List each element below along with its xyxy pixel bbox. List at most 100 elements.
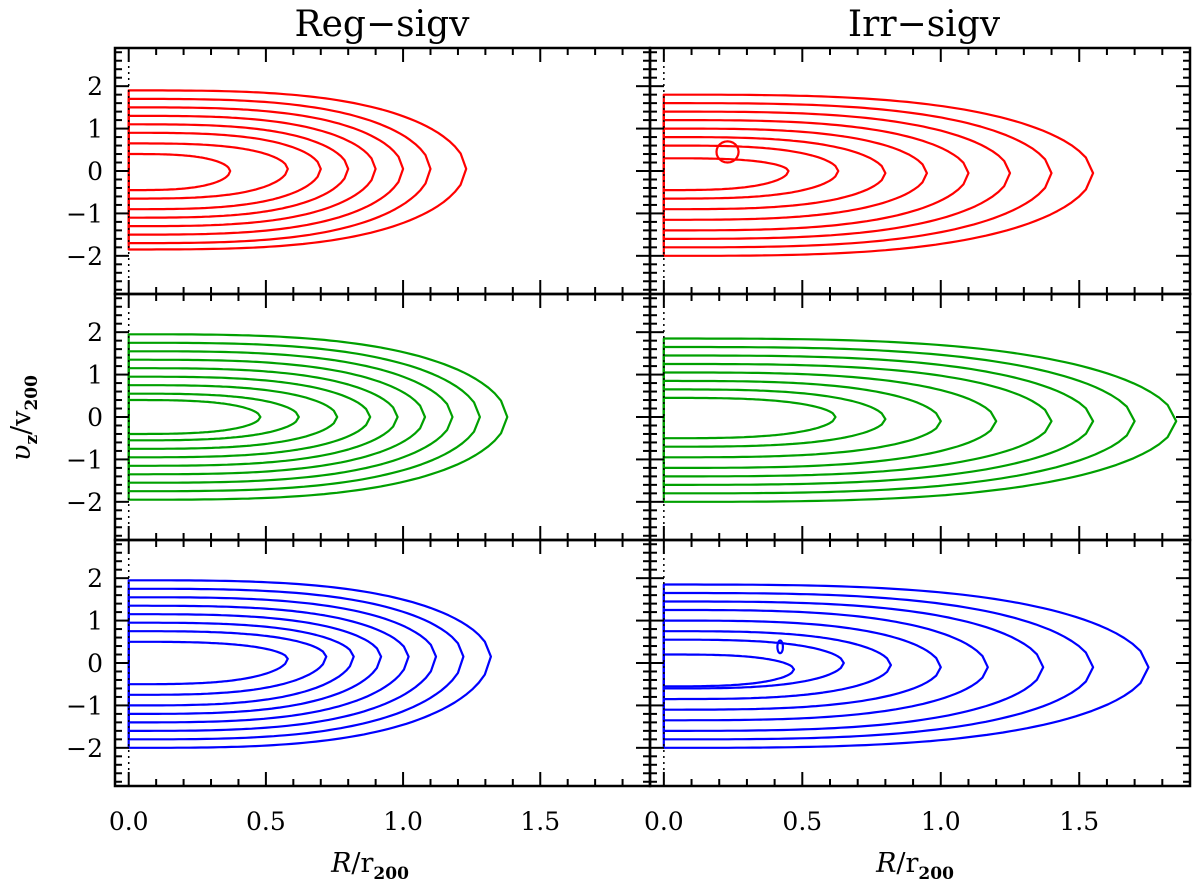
y-tick-label: −2 (66, 734, 103, 763)
contour-level-3 (127, 358, 427, 476)
y-axis-label-main-sub: z (22, 435, 42, 445)
x-tick-label: 1.0 (383, 807, 423, 836)
y-tick-label: −2 (66, 242, 103, 271)
contour-level-4 (662, 371, 998, 469)
y-tick-label: −1 (66, 199, 103, 228)
y-axis-label-main: υ (6, 445, 37, 461)
contour-level-6 (127, 142, 289, 200)
contour-level-3 (662, 362, 1053, 478)
y-tick-label: 1 (87, 115, 103, 144)
column-title-irr-sigv: Irr−sigv (848, 4, 1001, 45)
contour-level-8 (715, 140, 740, 164)
contour-level-1 (662, 345, 1136, 495)
x-axis-label-right: R/r200 (875, 848, 954, 884)
contour-level-4 (662, 619, 942, 711)
panel-frame (648, 46, 1192, 296)
x-tick-label: 0.0 (644, 807, 684, 836)
panel-frame (648, 292, 1192, 542)
contour-level-5 (127, 621, 355, 707)
y-tick-label: 2 (87, 72, 103, 101)
contour-level-7 (127, 152, 232, 192)
panel-r2-c0: 2 1 0 −1 −2 0.0 0.5 1.0 1.5 (66, 538, 652, 836)
contour-level-8 (776, 639, 784, 655)
panel-r0-c1 (648, 46, 1192, 296)
contour-level-0 (662, 93, 1095, 257)
y-tick-label: 2 (87, 318, 103, 347)
x-axis-label-sub: 200 (918, 864, 954, 884)
contour-level-5 (662, 630, 892, 701)
contour-level-8 (127, 398, 262, 436)
panel-r2-c1: 0.0 0.5 1.0 1.5 (644, 538, 1192, 836)
y-tick-label: 1 (87, 607, 103, 636)
column-title-reg-sigv: Reg−sigv (295, 4, 471, 45)
y-tick-label: 0 (87, 403, 103, 432)
contour-level-0 (127, 333, 509, 501)
contour-level-4 (127, 123, 350, 219)
x-tick-label: 1.5 (520, 807, 560, 836)
y-tick-label: 2 (87, 564, 103, 593)
contour-level-4 (662, 127, 928, 221)
contour-level-2 (127, 106, 405, 236)
y-tick-label: −2 (66, 488, 103, 517)
contour-level-7 (127, 392, 300, 442)
contour-level-2 (127, 350, 454, 484)
y-tick-label: 0 (87, 649, 103, 678)
contour-level-1 (127, 587, 465, 741)
panel-r1-c0: 2 1 0 −1 −2 (66, 292, 652, 542)
contour-level-2 (662, 110, 1012, 240)
contour-level-0 (662, 337, 1178, 503)
contour-level-5 (127, 131, 322, 211)
panel-frame (648, 538, 1192, 788)
x-axis-label-sep: /r (351, 848, 373, 879)
x-tick-label: 1.0 (921, 807, 961, 836)
y-axis-label-sub: 200 (22, 375, 42, 411)
y-tick-label: 0 (87, 157, 103, 186)
contour-level-7 (662, 157, 790, 192)
x-axis-label-main: R (330, 848, 351, 879)
y-tick-label: 1 (87, 361, 103, 390)
contour-level-3 (127, 114, 377, 228)
contour-level-6 (662, 388, 887, 448)
panel-r0-c0: 2 1 0 −1 −2 (66, 46, 652, 296)
contour-level-6 (662, 638, 845, 690)
y-tick-label: −1 (66, 445, 103, 474)
contour-level-3 (662, 119, 970, 232)
contour-level-3 (127, 604, 410, 724)
panels-group: 2 1 0 −1 −2 2 1 0 −1 −2 2 1 0 −1 −2 0.0 0.5 1.0 1.5 0.0 0.5 1… (66, 46, 1192, 836)
x-tick-label: 0.5 (246, 807, 286, 836)
x-tick-label: 0.0 (109, 807, 149, 836)
contour-level-3 (662, 608, 989, 722)
y-axis-label-sep: /v (6, 410, 37, 435)
contour-level-0 (127, 89, 468, 251)
contour-level-2 (127, 596, 438, 732)
contour-level-1 (662, 591, 1095, 741)
contour-level-5 (662, 136, 887, 211)
y-tick-label: −1 (66, 691, 103, 720)
panel-frame (113, 538, 652, 788)
panel-frame (113, 46, 652, 296)
contour-level-4 (127, 367, 399, 467)
y-axis-label: υz/v200 (6, 375, 42, 461)
contour-level-1 (127, 97, 432, 245)
contour-level-7 (662, 653, 796, 688)
x-axis-label-sep: /r (896, 848, 918, 879)
contour-level-5 (662, 379, 942, 459)
contour-level-7 (127, 640, 289, 686)
contour-level-1 (127, 341, 481, 493)
panel-r1-c1 (648, 292, 1192, 542)
contour-level-5 (127, 375, 372, 459)
contour-level-6 (127, 630, 328, 696)
contour-level-6 (127, 384, 339, 450)
x-axis-label-left: R/r200 (330, 848, 409, 884)
panel-frame (113, 292, 652, 542)
x-axis-label-main: R (875, 848, 896, 879)
contour-level-6 (662, 144, 840, 200)
contour-level-0 (662, 583, 1150, 749)
x-tick-label: 1.5 (1059, 807, 1099, 836)
contour-level-7 (662, 396, 837, 440)
contour-level-2 (662, 354, 1095, 486)
x-tick-label: 0.5 (782, 807, 822, 836)
contour-level-0 (127, 579, 492, 749)
contour-level-2 (662, 600, 1045, 732)
